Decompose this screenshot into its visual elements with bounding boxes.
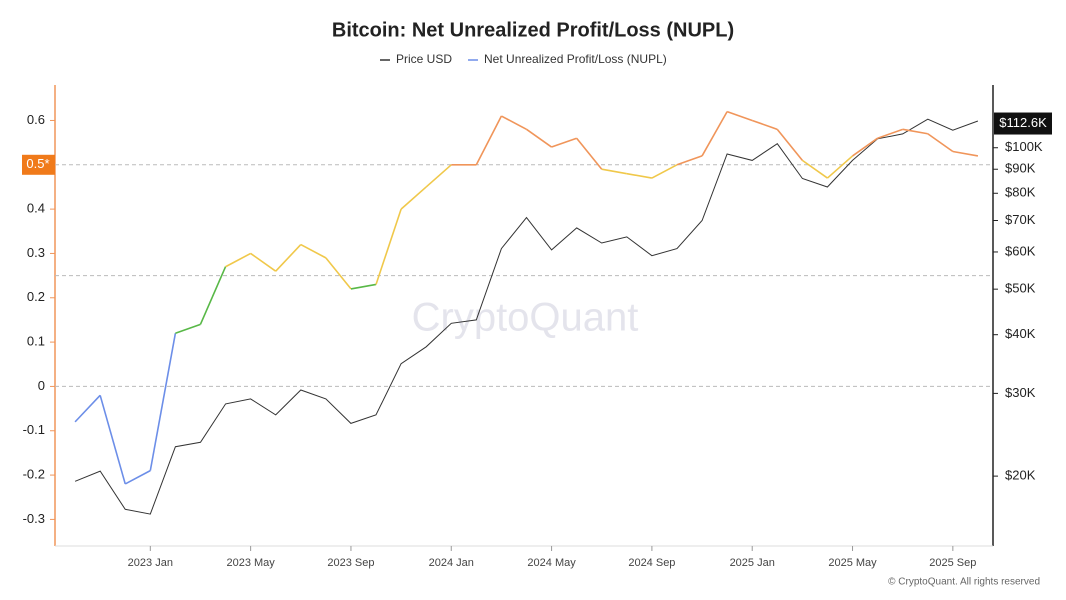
legend-label: Price USD — [396, 52, 452, 66]
y2-tick-label: $70K — [1005, 212, 1036, 227]
y-tick-label: -0.1 — [23, 422, 45, 437]
y2-tick-label: $100K — [1005, 139, 1043, 154]
nupl-segment — [300, 243, 327, 259]
y2-tick-label: $40K — [1005, 326, 1036, 341]
nupl-segment — [701, 111, 728, 157]
y2-tick-label: $90K — [1005, 161, 1036, 176]
y-tick-label: -0.3 — [23, 511, 45, 526]
nupl-segment — [199, 266, 227, 325]
nupl-segment — [626, 172, 653, 179]
y2-tick-label: $20K — [1005, 468, 1036, 483]
nupl-segment — [99, 395, 127, 485]
x-tick-label: 2023 Jan — [128, 557, 173, 569]
watermark: CryptoQuant — [412, 296, 639, 340]
nupl-segment — [551, 137, 577, 148]
nupl-segment — [651, 164, 678, 179]
footer: © CryptoQuant. All rights reserved — [888, 577, 1040, 588]
nupl-segment — [350, 283, 377, 290]
nupl-segment — [250, 252, 277, 272]
nupl-segment — [275, 244, 302, 272]
x-tick-label: 2025 May — [828, 557, 877, 569]
nupl-segment — [952, 150, 979, 157]
nupl-segment — [751, 119, 778, 131]
y-tick-label: 0.1 — [27, 334, 45, 349]
nupl-segment — [601, 168, 627, 175]
nupl-segment — [400, 186, 427, 210]
nupl-segment — [877, 128, 903, 139]
y-tick-label: 0 — [38, 378, 45, 393]
y-tick-label: 0.4 — [27, 201, 45, 216]
y-tick-label: 0.2 — [27, 289, 45, 304]
x-tick-label: 2024 Jan — [429, 557, 474, 569]
nupl-segment — [902, 128, 928, 135]
x-tick-label: 2024 Sep — [628, 557, 675, 569]
y-tick-label: -0.2 — [23, 467, 45, 482]
nupl-segment — [475, 115, 503, 166]
y-tick-label: 0.6 — [27, 112, 45, 127]
x-tick-label: 2025 Sep — [929, 557, 976, 569]
y2-tick-label: $60K — [1005, 243, 1036, 258]
y-annotation-box — [22, 154, 55, 175]
nupl-segment — [375, 208, 402, 285]
price-line — [74, 118, 979, 515]
nupl-segment — [852, 137, 879, 157]
nupl-segment — [325, 257, 352, 290]
y2-tick-label: $30K — [1005, 385, 1036, 400]
nupl-segment — [927, 133, 954, 153]
y-annotation-label: 0.5* — [26, 156, 49, 171]
nupl-segment — [801, 159, 828, 179]
nupl-segment — [826, 155, 854, 179]
nupl-segment — [501, 115, 527, 131]
x-tick-label: 2023 May — [226, 557, 275, 569]
y-tick-label: 0.3 — [27, 245, 45, 260]
y2-tick-label: $50K — [1005, 281, 1036, 296]
nupl-segment — [225, 252, 252, 268]
nupl-segment — [124, 469, 151, 485]
nupl-segment — [175, 323, 201, 334]
legend-label: Net Unrealized Profit/Loss (NUPL) — [484, 52, 667, 66]
x-tick-label: 2024 May — [527, 557, 576, 569]
y2-tick-label: $80K — [1005, 185, 1036, 200]
x-tick-label: 2025 Jan — [730, 557, 775, 569]
nupl-segment — [576, 137, 603, 170]
nupl-segment — [526, 128, 553, 148]
last-price-label: $112.6K — [999, 115, 1047, 130]
nupl-segment — [425, 164, 452, 188]
nupl-segment — [776, 128, 803, 161]
chart-title: Bitcoin: Net Unrealized Profit/Loss (NUP… — [332, 19, 734, 41]
x-tick-label: 2023 Sep — [327, 557, 374, 569]
nupl-segment — [676, 155, 703, 166]
nupl-segment — [726, 110, 753, 122]
last-price-box — [994, 112, 1052, 135]
nupl-segment — [74, 394, 101, 423]
nupl-segment — [149, 333, 177, 471]
